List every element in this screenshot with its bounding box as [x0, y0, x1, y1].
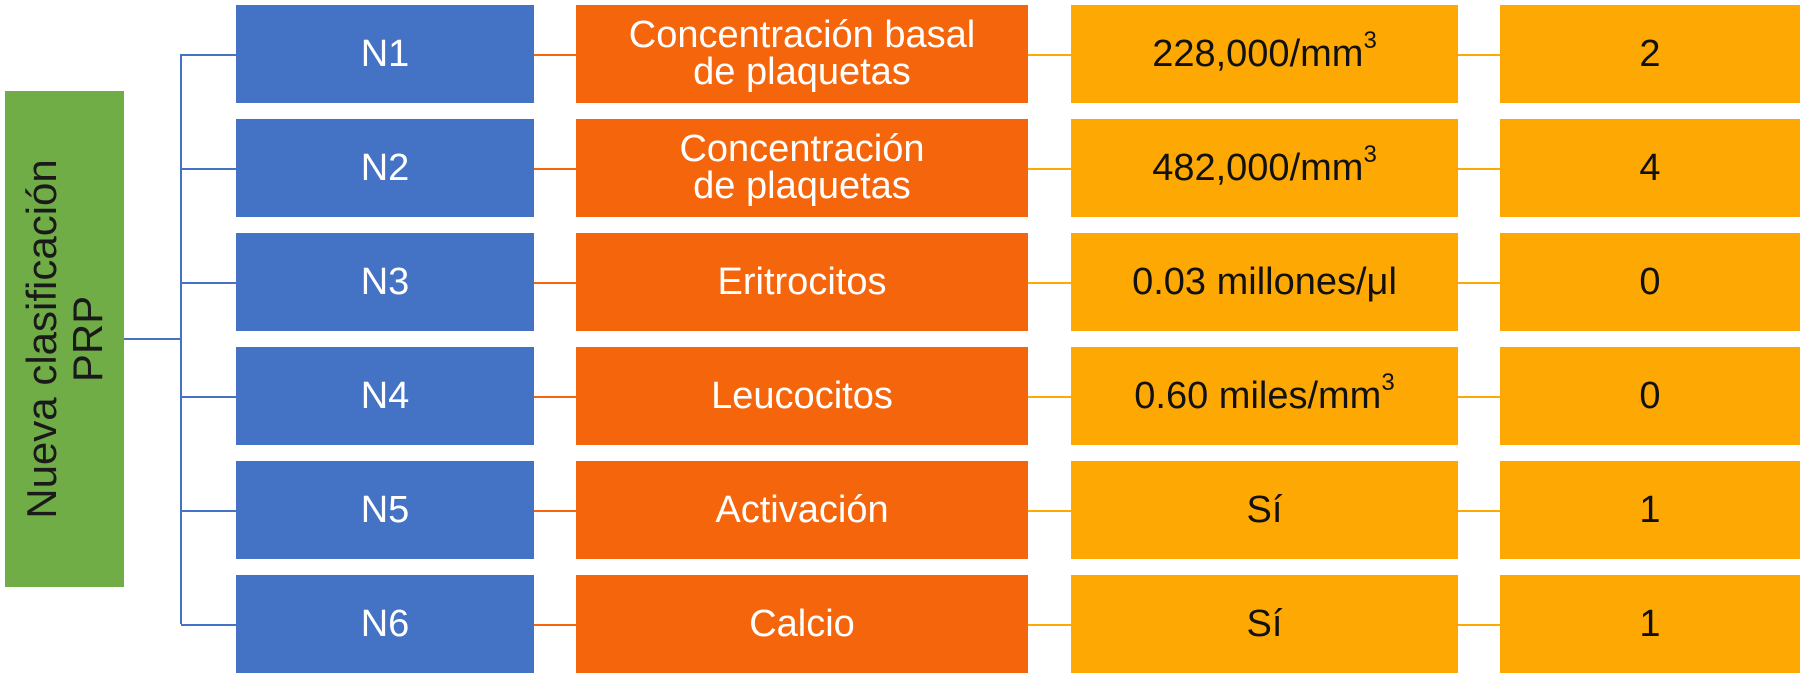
parameter-node: Concentración de plaquetas — [576, 119, 1028, 217]
level-param-connector — [534, 282, 576, 284]
score-node: 0 — [1500, 347, 1800, 445]
score-node: 4 — [1500, 119, 1800, 217]
parameter-label-line1: Leucocitos — [711, 374, 893, 417]
level-param-connector — [534, 396, 576, 398]
level-node: N1 — [236, 5, 534, 103]
level-label: N4 — [360, 374, 410, 417]
value-superscript: 3 — [1363, 140, 1377, 168]
value-label: Sí — [1246, 488, 1283, 531]
level-label: N6 — [360, 602, 410, 645]
value-score-connector — [1458, 54, 1500, 56]
level-param-connector — [534, 54, 576, 56]
parameter-label-line1: Concentración — [679, 128, 925, 170]
bracket-branch — [181, 282, 236, 284]
value-node: Sí — [1071, 461, 1458, 559]
level-label: N1 — [360, 32, 410, 75]
value-score-connector — [1458, 396, 1500, 398]
value-label: 0.60 miles/mm3 — [1134, 368, 1395, 417]
parameter-label-line1: Activación — [715, 488, 889, 531]
level-node: N6 — [236, 575, 534, 673]
value-label: 0.03 millones/μl — [1132, 260, 1397, 303]
parameter-label-line1: Calcio — [749, 602, 855, 645]
parameter-node: Activación — [576, 461, 1028, 559]
score-label: 1 — [1639, 602, 1661, 645]
parameter-label: Concentración de plaquetas — [679, 128, 925, 207]
value-superscript: 3 — [1381, 368, 1395, 396]
bracket-branch — [181, 54, 236, 56]
value-label: 482,000/mm3 — [1152, 140, 1377, 189]
parameter-label-line1: Eritrocitos — [717, 260, 887, 303]
score-label: 2 — [1639, 32, 1661, 75]
param-value-connector — [1028, 624, 1071, 626]
parameter-label-line2: de plaquetas — [693, 165, 911, 207]
level-node: N3 — [236, 233, 534, 331]
level-label: N3 — [360, 260, 410, 303]
parameter-node: Leucocitos — [576, 347, 1028, 445]
score-node: 1 — [1500, 461, 1800, 559]
param-value-connector — [1028, 282, 1071, 284]
value-node: 0.03 millones/μl — [1071, 233, 1458, 331]
parameter-node: Concentración basal de plaquetas — [576, 5, 1028, 103]
level-node: N4 — [236, 347, 534, 445]
score-node: 0 — [1500, 233, 1800, 331]
parameter-label: Leucocitos — [711, 374, 893, 417]
bracket-branch — [181, 510, 236, 512]
value-node: Sí — [1071, 575, 1458, 673]
value-score-connector — [1458, 624, 1500, 626]
level-node: N2 — [236, 119, 534, 217]
value-label: 228,000/mm3 — [1152, 26, 1377, 75]
level-param-connector — [534, 510, 576, 512]
bracket-branch — [181, 396, 236, 398]
score-node: 2 — [1500, 5, 1800, 103]
parameter-label: Eritrocitos — [717, 260, 887, 303]
root-connector — [124, 338, 181, 340]
value-score-connector — [1458, 510, 1500, 512]
score-label: 0 — [1639, 260, 1661, 303]
score-label: 0 — [1639, 374, 1661, 417]
value-score-connector — [1458, 168, 1500, 170]
bracket-branch — [181, 624, 236, 626]
parameter-label: Concentración basal de plaquetas — [628, 14, 976, 93]
parameter-label: Activación — [715, 488, 889, 531]
bracket-branch — [181, 168, 236, 170]
parameter-label-line1: Concentración basal — [628, 14, 976, 56]
root-node: Nueva clasificación PRP — [5, 91, 124, 587]
value-superscript: 3 — [1363, 26, 1377, 54]
level-node: N5 — [236, 461, 534, 559]
param-value-connector — [1028, 510, 1071, 512]
parameter-node: Calcio — [576, 575, 1028, 673]
value-score-connector — [1458, 282, 1500, 284]
value-node: 0.60 miles/mm3 — [1071, 347, 1458, 445]
level-label: N5 — [360, 488, 410, 531]
score-node: 1 — [1500, 575, 1800, 673]
parameter-node: Eritrocitos — [576, 233, 1028, 331]
bracket-line — [180, 54, 182, 624]
root-label: Nueva clasificación PRP — [17, 159, 111, 519]
root-label-line1: Nueva clasificación — [17, 159, 65, 519]
level-param-connector — [534, 168, 576, 170]
value-node: 228,000/mm3 — [1071, 5, 1458, 103]
parameter-label-line2: de plaquetas — [693, 51, 911, 93]
param-value-connector — [1028, 396, 1071, 398]
param-value-connector — [1028, 54, 1071, 56]
score-label: 1 — [1639, 488, 1661, 531]
root-label-line2: PRP — [63, 295, 111, 383]
value-label: Sí — [1246, 602, 1283, 645]
param-value-connector — [1028, 168, 1071, 170]
value-node: 482,000/mm3 — [1071, 119, 1458, 217]
level-param-connector — [534, 624, 576, 626]
parameter-label: Calcio — [749, 602, 855, 645]
level-label: N2 — [360, 146, 410, 189]
score-label: 4 — [1639, 146, 1661, 189]
